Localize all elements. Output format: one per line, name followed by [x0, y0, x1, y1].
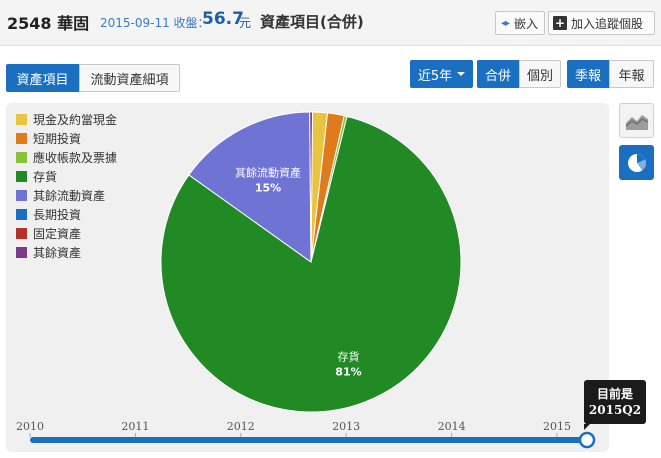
legend-item[interactable]: 現金及約當現金	[16, 110, 117, 129]
legend-label: 其餘流動資產	[33, 189, 106, 203]
timeline-year-label: 2010	[16, 420, 44, 433]
legend-item[interactable]: 存貨	[16, 167, 117, 186]
pie-chart-icon	[627, 153, 646, 172]
slice-percent: 81%	[335, 365, 361, 378]
chart-legend: 現金及約當現金 短期投資應收帳款及票據 存貨其餘流動資產 長期投資固定資產其餘資產	[16, 110, 117, 262]
legend-swatch	[16, 133, 27, 144]
slice-label: 其餘流動資產	[235, 166, 301, 180]
timeline-tooltip: 目前是 2015Q2	[584, 380, 646, 430]
page-header: 2548 華固 2015-09-11 收盤： 56.7 元 資產項目(合併) ◂…	[0, 0, 661, 46]
follow-stock-button[interactable]: + 加入追蹤個股	[548, 11, 655, 35]
report-title: 資產項目(合併)	[260, 13, 364, 31]
legend-item[interactable]: 短期投資	[16, 129, 117, 148]
embed-label: 嵌入	[513, 16, 538, 31]
pie-slice[interactable]	[188, 111, 312, 263]
legend-item[interactable]: 長期投資	[16, 205, 117, 224]
pie-view-button[interactable]	[619, 145, 654, 180]
legend-swatch	[16, 247, 27, 258]
pie-slice[interactable]	[309, 111, 314, 263]
timeline-fill	[30, 437, 587, 443]
price-unit: 元	[239, 16, 252, 30]
annual-button[interactable]: 年報	[609, 60, 654, 88]
close-date: 2015-09-11 收盤：	[100, 16, 210, 30]
legend-label: 存貨	[33, 170, 58, 184]
line-view-button[interactable]	[619, 103, 654, 138]
legend-item[interactable]: 固定資產	[16, 224, 117, 243]
legend-item[interactable]: 應收帳款及票據	[16, 148, 117, 167]
tab-current-assets[interactable]: 流動資產細項	[79, 64, 180, 92]
legend-label: 其餘資產	[33, 246, 82, 260]
timeline-year-label: 2015	[543, 420, 571, 433]
timeline-year-label: 2014	[438, 420, 466, 433]
legend-label: 應收帳款及票據	[33, 151, 118, 165]
period-dropdown[interactable]: 近5年	[410, 60, 473, 88]
stock-title: 2548 華固	[7, 14, 90, 33]
timeline-year-label: 2012	[227, 420, 255, 433]
legend-label: 現金及約當現金	[33, 113, 118, 127]
legend-swatch	[16, 114, 27, 125]
legend-item[interactable]: 其餘流動資產	[16, 186, 117, 205]
legend-label: 短期投資	[33, 132, 82, 146]
period-label: 近5年	[417, 68, 453, 84]
individual-button[interactable]: 個別	[519, 60, 561, 88]
legend-label: 長期投資	[33, 208, 82, 222]
legend-swatch	[16, 209, 27, 220]
legend-swatch	[16, 228, 27, 239]
legend-swatch	[16, 171, 27, 182]
timeline-year-label: 2013	[332, 420, 360, 433]
pie-slice[interactable]	[160, 115, 462, 413]
tab-assets[interactable]: 資產項目	[6, 64, 79, 92]
chevron-down-icon	[457, 72, 466, 76]
timeline-year-label: 2011	[121, 420, 149, 433]
consolidated-button[interactable]: 合併	[477, 60, 519, 88]
close-price: 56.7	[202, 9, 244, 29]
tooltip-line1: 目前是	[596, 387, 633, 401]
legend-swatch	[16, 152, 27, 163]
legend-label: 固定資產	[33, 227, 82, 241]
plus-icon: +	[553, 16, 567, 30]
timeline-handle[interactable]	[578, 431, 596, 449]
slice-percent: 15%	[255, 182, 281, 195]
legend-swatch	[16, 190, 27, 201]
embed-icon: ◂▸	[500, 17, 510, 29]
slice-label: 存貨	[337, 349, 359, 363]
quarterly-button[interactable]: 季報	[567, 60, 609, 88]
embed-button[interactable]: ◂▸ 嵌入	[495, 11, 545, 35]
tooltip-line2: 2015Q2	[588, 403, 642, 417]
line-chart-icon	[625, 114, 648, 130]
legend-item[interactable]: 其餘資產	[16, 243, 117, 262]
follow-label: 加入追蹤個股	[571, 16, 644, 31]
